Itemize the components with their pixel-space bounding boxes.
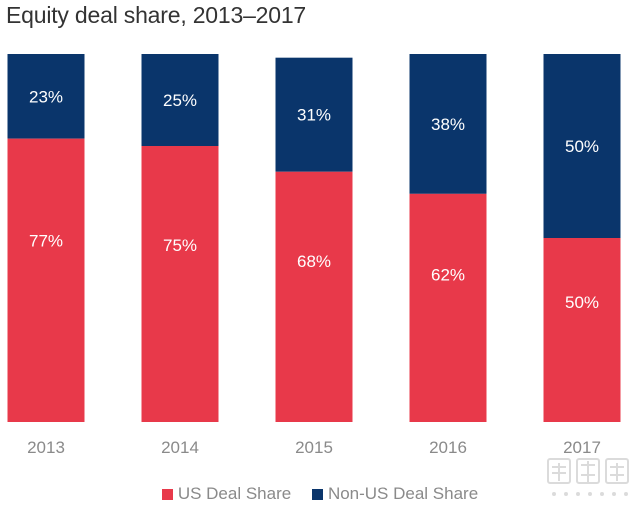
bar-non-us-2017 xyxy=(543,54,621,238)
legend: US Deal Share Non-US Deal Share xyxy=(0,484,640,505)
bar-us-2013 xyxy=(7,138,85,422)
data-label-non-us-2013: 23% xyxy=(29,87,63,106)
legend-item-us: US Deal Share xyxy=(161,484,292,504)
data-label-us-2013: 77% xyxy=(29,231,63,250)
legend-label-us: US Deal Share xyxy=(177,484,292,503)
data-label-non-us-2015: 31% xyxy=(297,106,331,125)
bar-non-us-2015 xyxy=(275,57,353,172)
bar-non-us-2016 xyxy=(409,54,487,194)
bar-us-2017 xyxy=(543,238,621,422)
legend-label-non-us: Non-US Deal Share xyxy=(327,484,479,503)
x-tick-label-2013: 2013 xyxy=(27,438,65,457)
bar-us-2014 xyxy=(141,146,219,422)
data-label-us-2014: 75% xyxy=(163,236,197,255)
bar-us-2016 xyxy=(409,193,487,422)
data-label-us-2016: 62% xyxy=(431,266,465,285)
x-tick-label-2017: 2017 xyxy=(563,438,601,457)
x-tick-label-2014: 2014 xyxy=(161,438,199,457)
chart-title: Equity deal share, 2013–2017 xyxy=(6,2,307,28)
bar-non-us-2013 xyxy=(7,54,85,139)
x-tick-label-2016: 2016 xyxy=(429,438,467,457)
data-label-non-us-2016: 38% xyxy=(431,115,465,134)
watermark-logo xyxy=(547,458,629,496)
x-tick-label-2015: 2015 xyxy=(295,438,333,457)
legend-swatch-non-us xyxy=(311,488,323,500)
bar-us-2015 xyxy=(275,171,353,422)
legend-item-non-us: Non-US Deal Share xyxy=(311,484,479,504)
data-label-non-us-2017: 50% xyxy=(565,137,599,156)
data-label-non-us-2014: 25% xyxy=(163,91,197,110)
legend-swatch-us xyxy=(161,488,173,500)
bar-non-us-2014 xyxy=(141,54,219,146)
data-label-us-2015: 68% xyxy=(297,252,331,271)
data-label-us-2017: 50% xyxy=(565,293,599,312)
